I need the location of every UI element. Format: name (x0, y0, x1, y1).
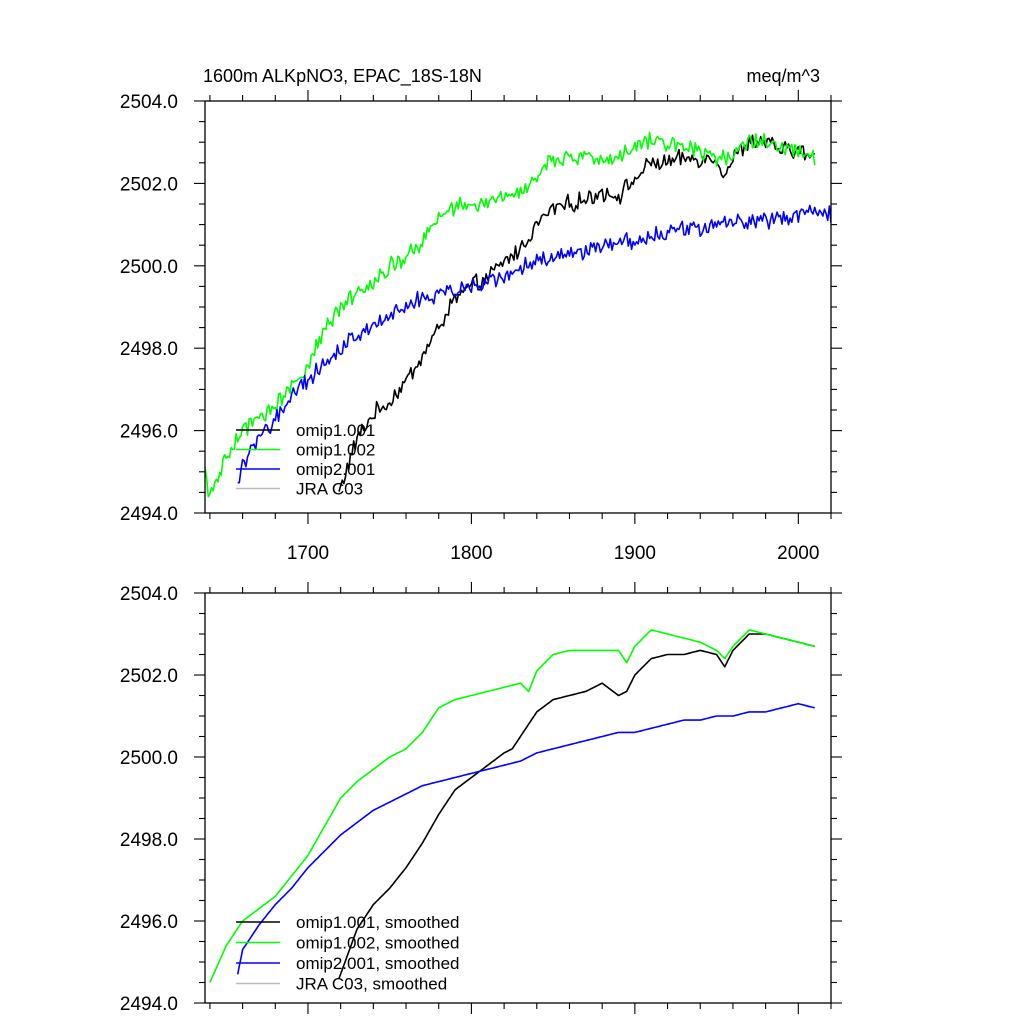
y-tick-label: 2502.0 (120, 666, 178, 687)
y-tick-label: 2502.0 (120, 174, 178, 195)
y-tick-label: 2498.0 (120, 830, 178, 851)
series-line-omip1-002-smoothed (209, 629, 815, 983)
legend-label: omip2.001 (296, 460, 375, 479)
top-panel: 1600m ALKpNO3, EPAC_18S-18N meq/m^3 2494… (120, 66, 842, 564)
legend: omip1.001, smoothed omip1.002, smoothedom… (236, 913, 460, 994)
legend-label: omip1.002, smoothed (296, 934, 460, 953)
y-tick-label: 2494.0 (120, 994, 178, 1015)
series-line-omip1-001-smoothed (338, 633, 815, 979)
y-tick-label: 2500.0 (120, 257, 178, 278)
axes: 2494.0 2496.0 2498.0 2500.0 2502.0 2504.0 1700… (120, 90, 842, 564)
series-line-omip2-001 (237, 204, 831, 484)
x-tick-label: 1700 (287, 543, 329, 564)
plot-area (209, 629, 815, 983)
plot-title: 1600m ALKpNO3, EPAC_18S-18N (203, 66, 482, 87)
y-tick-label: 2496.0 (120, 912, 178, 933)
legend-label: JRA C03 (296, 480, 363, 499)
units-label: meq/m^3 (747, 66, 820, 86)
y-tick-label: 2504.0 (120, 584, 178, 605)
y-tick-label: 2494.0 (120, 504, 178, 525)
axes: 2494.0 2496.0 2498.0 2500.0 2502.0 2504.0 (120, 582, 842, 1015)
series-line-omip2-001-smoothed (236, 702, 815, 975)
legend-label: omip1.001 (296, 421, 375, 440)
series-line-omip1-002 (205, 131, 816, 498)
legend-label: omip2.001, smoothed (296, 954, 460, 973)
y-tick-label: 2496.0 (120, 422, 178, 443)
plot-area (205, 131, 831, 498)
y-tick-label: 2500.0 (120, 748, 178, 769)
y-tick-label: 2498.0 (120, 339, 178, 360)
bottom-panel: 2494.0 2496.0 2498.0 2500.0 2502.0 2504.0 omi… (120, 582, 842, 1015)
legend-label: omip1.002 (296, 441, 375, 460)
legend-label: omip1.001, smoothed (296, 913, 460, 932)
x-tick-label: 2000 (777, 543, 819, 564)
x-tick-label: 1900 (614, 543, 656, 564)
y-tick-label: 2504.0 (120, 92, 178, 113)
legend-label: JRA C03, smoothed (296, 975, 447, 994)
x-tick-label: 1800 (450, 543, 492, 564)
